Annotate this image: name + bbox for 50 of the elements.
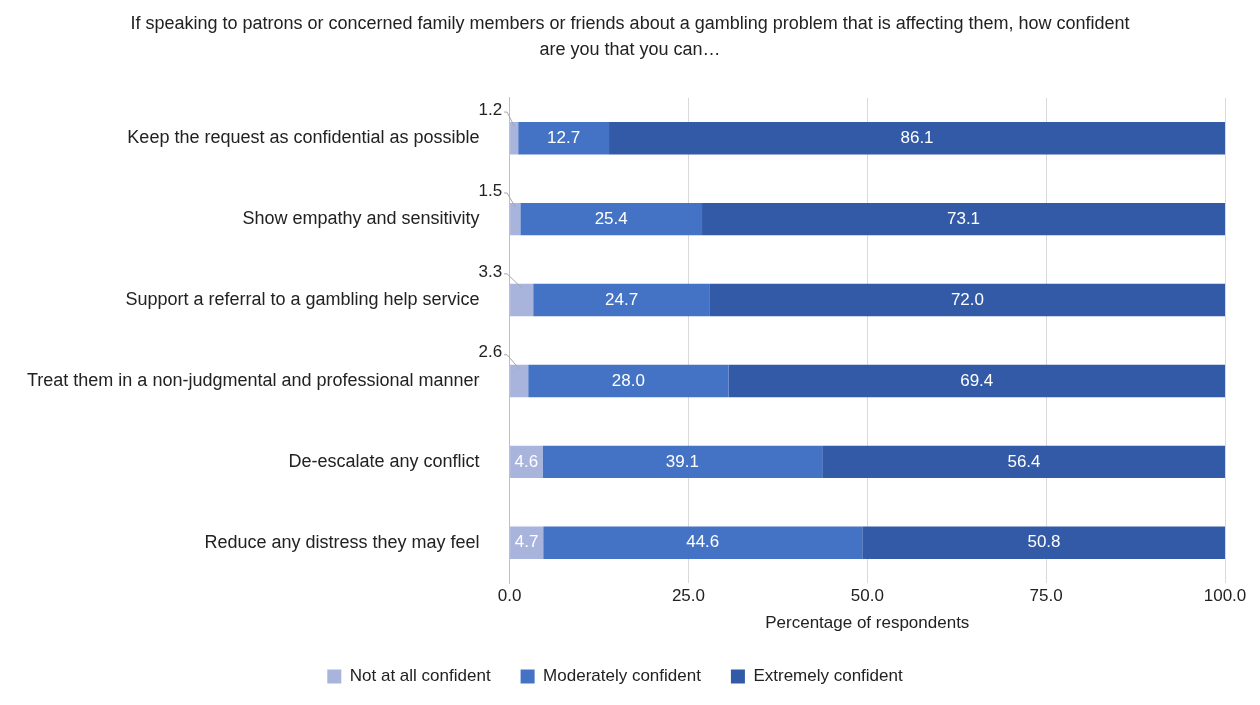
legend-label: Moderately confident (543, 666, 702, 686)
x-tick-label: 0.0 (497, 586, 522, 606)
data-label: 1.2 (478, 99, 503, 119)
data-label: 1.5 (478, 180, 503, 200)
bar (520, 202, 703, 236)
x-tick-label: 100.0 (1203, 586, 1247, 606)
data-label: 56.4 (1007, 451, 1041, 471)
x-tick-label: 25.0 (671, 586, 705, 606)
data-label: 50.8 (1027, 532, 1061, 552)
bar (528, 364, 729, 398)
bar (609, 122, 1225, 155)
y-tick-label: Reduce any distress they may feel (204, 531, 480, 552)
data-label: 28.0 (611, 370, 645, 390)
data-label: 24.7 (605, 289, 639, 309)
bar (518, 122, 610, 155)
chart-title: If speaking to patrons or concerned family members or friends about a gambling problem that is affecting them, how confident are you that you can… (130, 12, 1130, 61)
y-tick-label: De-escalate any conflict (288, 450, 480, 471)
data-label: 72.0 (950, 289, 984, 309)
data-label: 69.4 (960, 370, 994, 390)
bar (543, 526, 863, 559)
bar (510, 122, 519, 155)
data-label: 86.1 (900, 127, 934, 147)
y-tick-label: Show empathy and sensitivity (242, 208, 480, 229)
bar (533, 283, 710, 317)
data-label: 4.7 (514, 532, 539, 552)
data-label: 73.1 (946, 208, 981, 228)
bar (542, 445, 823, 479)
x-axis-title: Percentage of respondents (765, 613, 970, 633)
bar (822, 445, 1225, 479)
data-label: 2.6 (478, 342, 503, 362)
bar (728, 364, 1225, 398)
bar (862, 526, 1225, 559)
x-tick-label: 50.0 (850, 586, 884, 606)
bar (510, 364, 529, 398)
bar (510, 202, 521, 236)
data-label: 4.6 (514, 451, 539, 471)
bar (709, 283, 1225, 317)
x-tick-label: 75.0 (1029, 586, 1063, 606)
bar (510, 283, 534, 317)
bar (702, 202, 1225, 236)
data-label: 12.7 (547, 127, 581, 147)
data-label: 44.6 (686, 532, 720, 552)
data-label: 39.1 (665, 451, 699, 471)
y-tick-label: Keep the request as confidential as possible (127, 127, 480, 148)
data-label: 3.3 (478, 261, 503, 281)
legend-label: Extremely confident (753, 666, 903, 686)
y-tick-label: Treat them in a non-judgmental and professional manner (27, 369, 480, 390)
legend-label: Not at all confident (349, 666, 491, 686)
y-tick-label: Support a referral to a gambling help service (125, 289, 480, 310)
data-label: 25.4 (594, 208, 628, 228)
